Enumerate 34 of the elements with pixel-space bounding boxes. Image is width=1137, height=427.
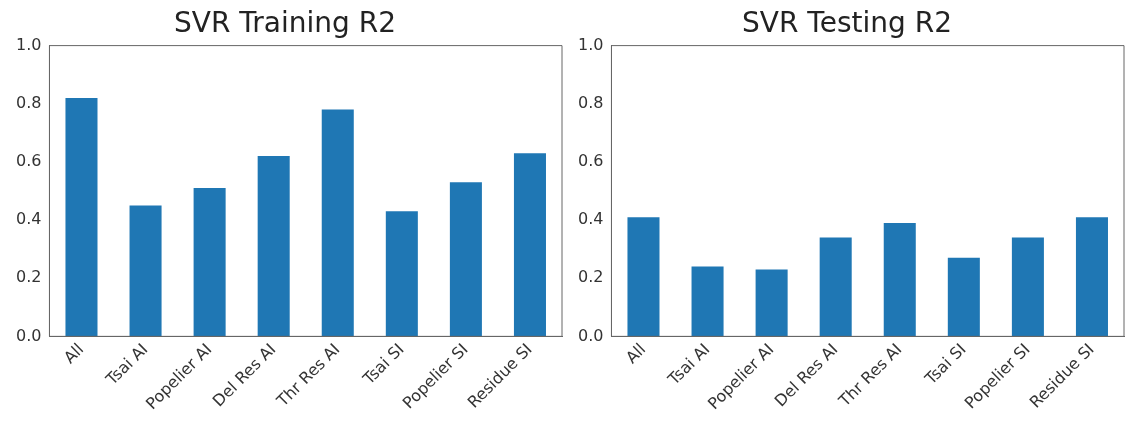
- bar: [1075, 217, 1108, 337]
- bar: [449, 182, 482, 337]
- y-tick-label: 0.8: [577, 92, 604, 112]
- x-tick-label: All: [621, 339, 650, 367]
- y-tick-label: 0.0: [577, 325, 604, 345]
- chart-title: SVR Testing R2: [742, 6, 952, 40]
- bar: [947, 257, 980, 337]
- bar: [321, 109, 354, 337]
- y-tick-label: 0.2: [577, 267, 604, 287]
- bar: [1011, 237, 1044, 337]
- x-tick-label: Tsai SI: [358, 339, 408, 389]
- y-tick-label: 0.6: [15, 151, 42, 171]
- chart-title: SVR Training R2: [174, 6, 396, 40]
- bar: [129, 205, 162, 337]
- y-tick-label: 0.6: [577, 151, 604, 171]
- bar: [819, 237, 852, 337]
- bar: [883, 222, 916, 337]
- bar: [65, 97, 98, 337]
- y-tick-label: 0.2: [15, 267, 42, 287]
- y-tick-label: 1.0: [15, 34, 42, 54]
- bar: [691, 266, 724, 337]
- y-tick-label: 0.4: [15, 209, 42, 229]
- x-tick-label: Tsai SI: [920, 339, 970, 389]
- x-tick-label: All: [59, 339, 88, 367]
- bar: [193, 188, 226, 337]
- bar: [513, 153, 546, 337]
- y-tick-label: 0.4: [577, 209, 604, 229]
- y-tick-label: 0.0: [15, 325, 42, 345]
- bar: [755, 269, 788, 337]
- bar: [385, 211, 418, 337]
- y-tick-label: 1.0: [577, 34, 604, 54]
- y-tick-label: 0.8: [15, 92, 42, 112]
- bar: [627, 217, 660, 337]
- bar: [257, 156, 290, 337]
